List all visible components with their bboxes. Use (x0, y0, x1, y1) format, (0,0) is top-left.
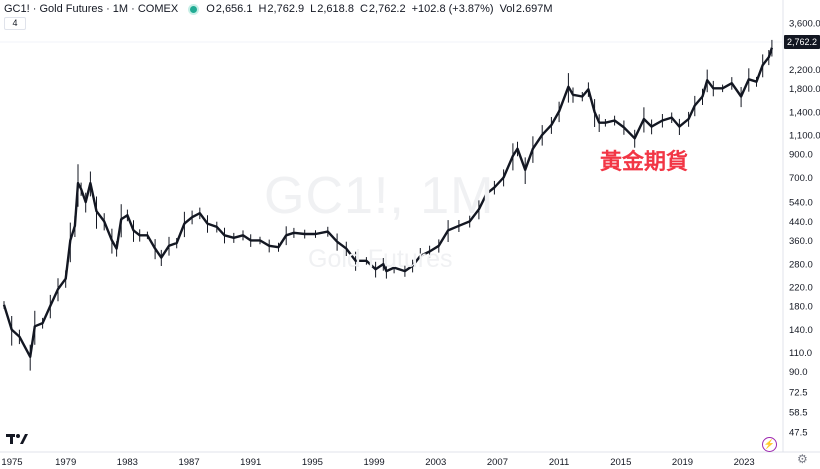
x-tick-label: 2007 (487, 457, 508, 468)
last-price-badge: 2,762.2 (784, 35, 820, 49)
x-tick-label: 1979 (55, 457, 76, 468)
legend-low: 2,618.8 (317, 3, 354, 15)
y-tick-label: 110.0 (789, 348, 812, 359)
legend-high: 2,762.9 (267, 3, 305, 15)
x-tick-label: 2019 (672, 457, 693, 468)
y-tick-label: 280.0 (789, 260, 813, 271)
legend-symbol[interactable]: GC1! · Gold Futures · 1M · COMEX (4, 3, 179, 15)
indicators-toggle[interactable]: 4 (4, 17, 26, 30)
y-tick-label: 220.0 (789, 282, 813, 293)
x-tick-label: 1975 (1, 457, 22, 468)
y-tick-label: 72.5 (789, 387, 808, 398)
legend-open-label: O (206, 3, 215, 15)
tradingview-logo-icon[interactable] (6, 432, 28, 446)
y-tick-label: 1,800.0 (789, 84, 820, 95)
y-tick-label: 1,100.0 (789, 130, 820, 141)
legend: GC1! · Gold Futures · 1M · COMEX O 2,656… (4, 3, 559, 15)
price-series (2, 39, 774, 371)
legend-low-label: L (310, 3, 317, 15)
x-tick-label: 1999 (364, 457, 385, 468)
x-tick-label: 2023 (734, 457, 755, 468)
legend-close-label: C (359, 3, 368, 15)
price-line (2, 47, 774, 358)
chart-annotation[interactable]: 黃金期貨 (600, 150, 689, 175)
indicator-count: 4 (12, 18, 18, 28)
y-tick-label: 440.0 (789, 217, 813, 228)
y-tick-label: 900.0 (789, 149, 813, 160)
x-tick-label: 2015 (610, 457, 631, 468)
y-tick-label: 540.0 (789, 198, 813, 209)
legend-vol-label: Vol (499, 3, 515, 15)
y-tick-label: 58.5 (789, 408, 808, 419)
watermark-subtitle: Gold Futures (308, 245, 453, 273)
x-tick-label: 2003 (425, 457, 446, 468)
legend-vol: 2.697M (515, 3, 553, 15)
y-tick-label: 180.0 (789, 301, 813, 312)
x-tick-label: 2011 (549, 457, 569, 468)
x-tick-label: 1995 (302, 457, 323, 468)
y-axis: 3,600.0 2,200.0 1,800.0 1,400.0 1,100.0 900.0… (789, 18, 820, 438)
y-tick-label: 700.0 (789, 173, 813, 184)
lightning-icon[interactable]: ⚡ (762, 437, 777, 452)
legend-open: 2,656.1 (215, 3, 253, 15)
legend-high-label: H (258, 3, 267, 15)
market-status-dot (190, 5, 198, 13)
x-tick-label: 1991 (240, 457, 261, 468)
y-tick-label: 1,400.0 (789, 108, 820, 119)
y-tick-label: 140.0 (789, 325, 813, 336)
y-tick-label: 2,200.0 (789, 65, 820, 76)
gear-icon[interactable]: ⚙ (797, 452, 808, 466)
x-tick-label: 1987 (178, 457, 199, 468)
legend-close: 2,762.2 (368, 3, 406, 15)
y-tick-label: 360.0 (789, 236, 813, 247)
y-tick-label: 3,600.0 (789, 18, 820, 29)
legend-change: +102.8 (+3.87%) (411, 3, 494, 15)
x-tick-label: 1983 (117, 457, 138, 468)
x-axis: 1975 1979 1983 1987 1991 1995 1999 2003 2007 2011… (1, 457, 754, 468)
watermark-title: GC1!, 1M (264, 167, 495, 225)
y-tick-label: 47.5 (789, 427, 808, 438)
y-tick-label: 90.0 (789, 367, 808, 378)
